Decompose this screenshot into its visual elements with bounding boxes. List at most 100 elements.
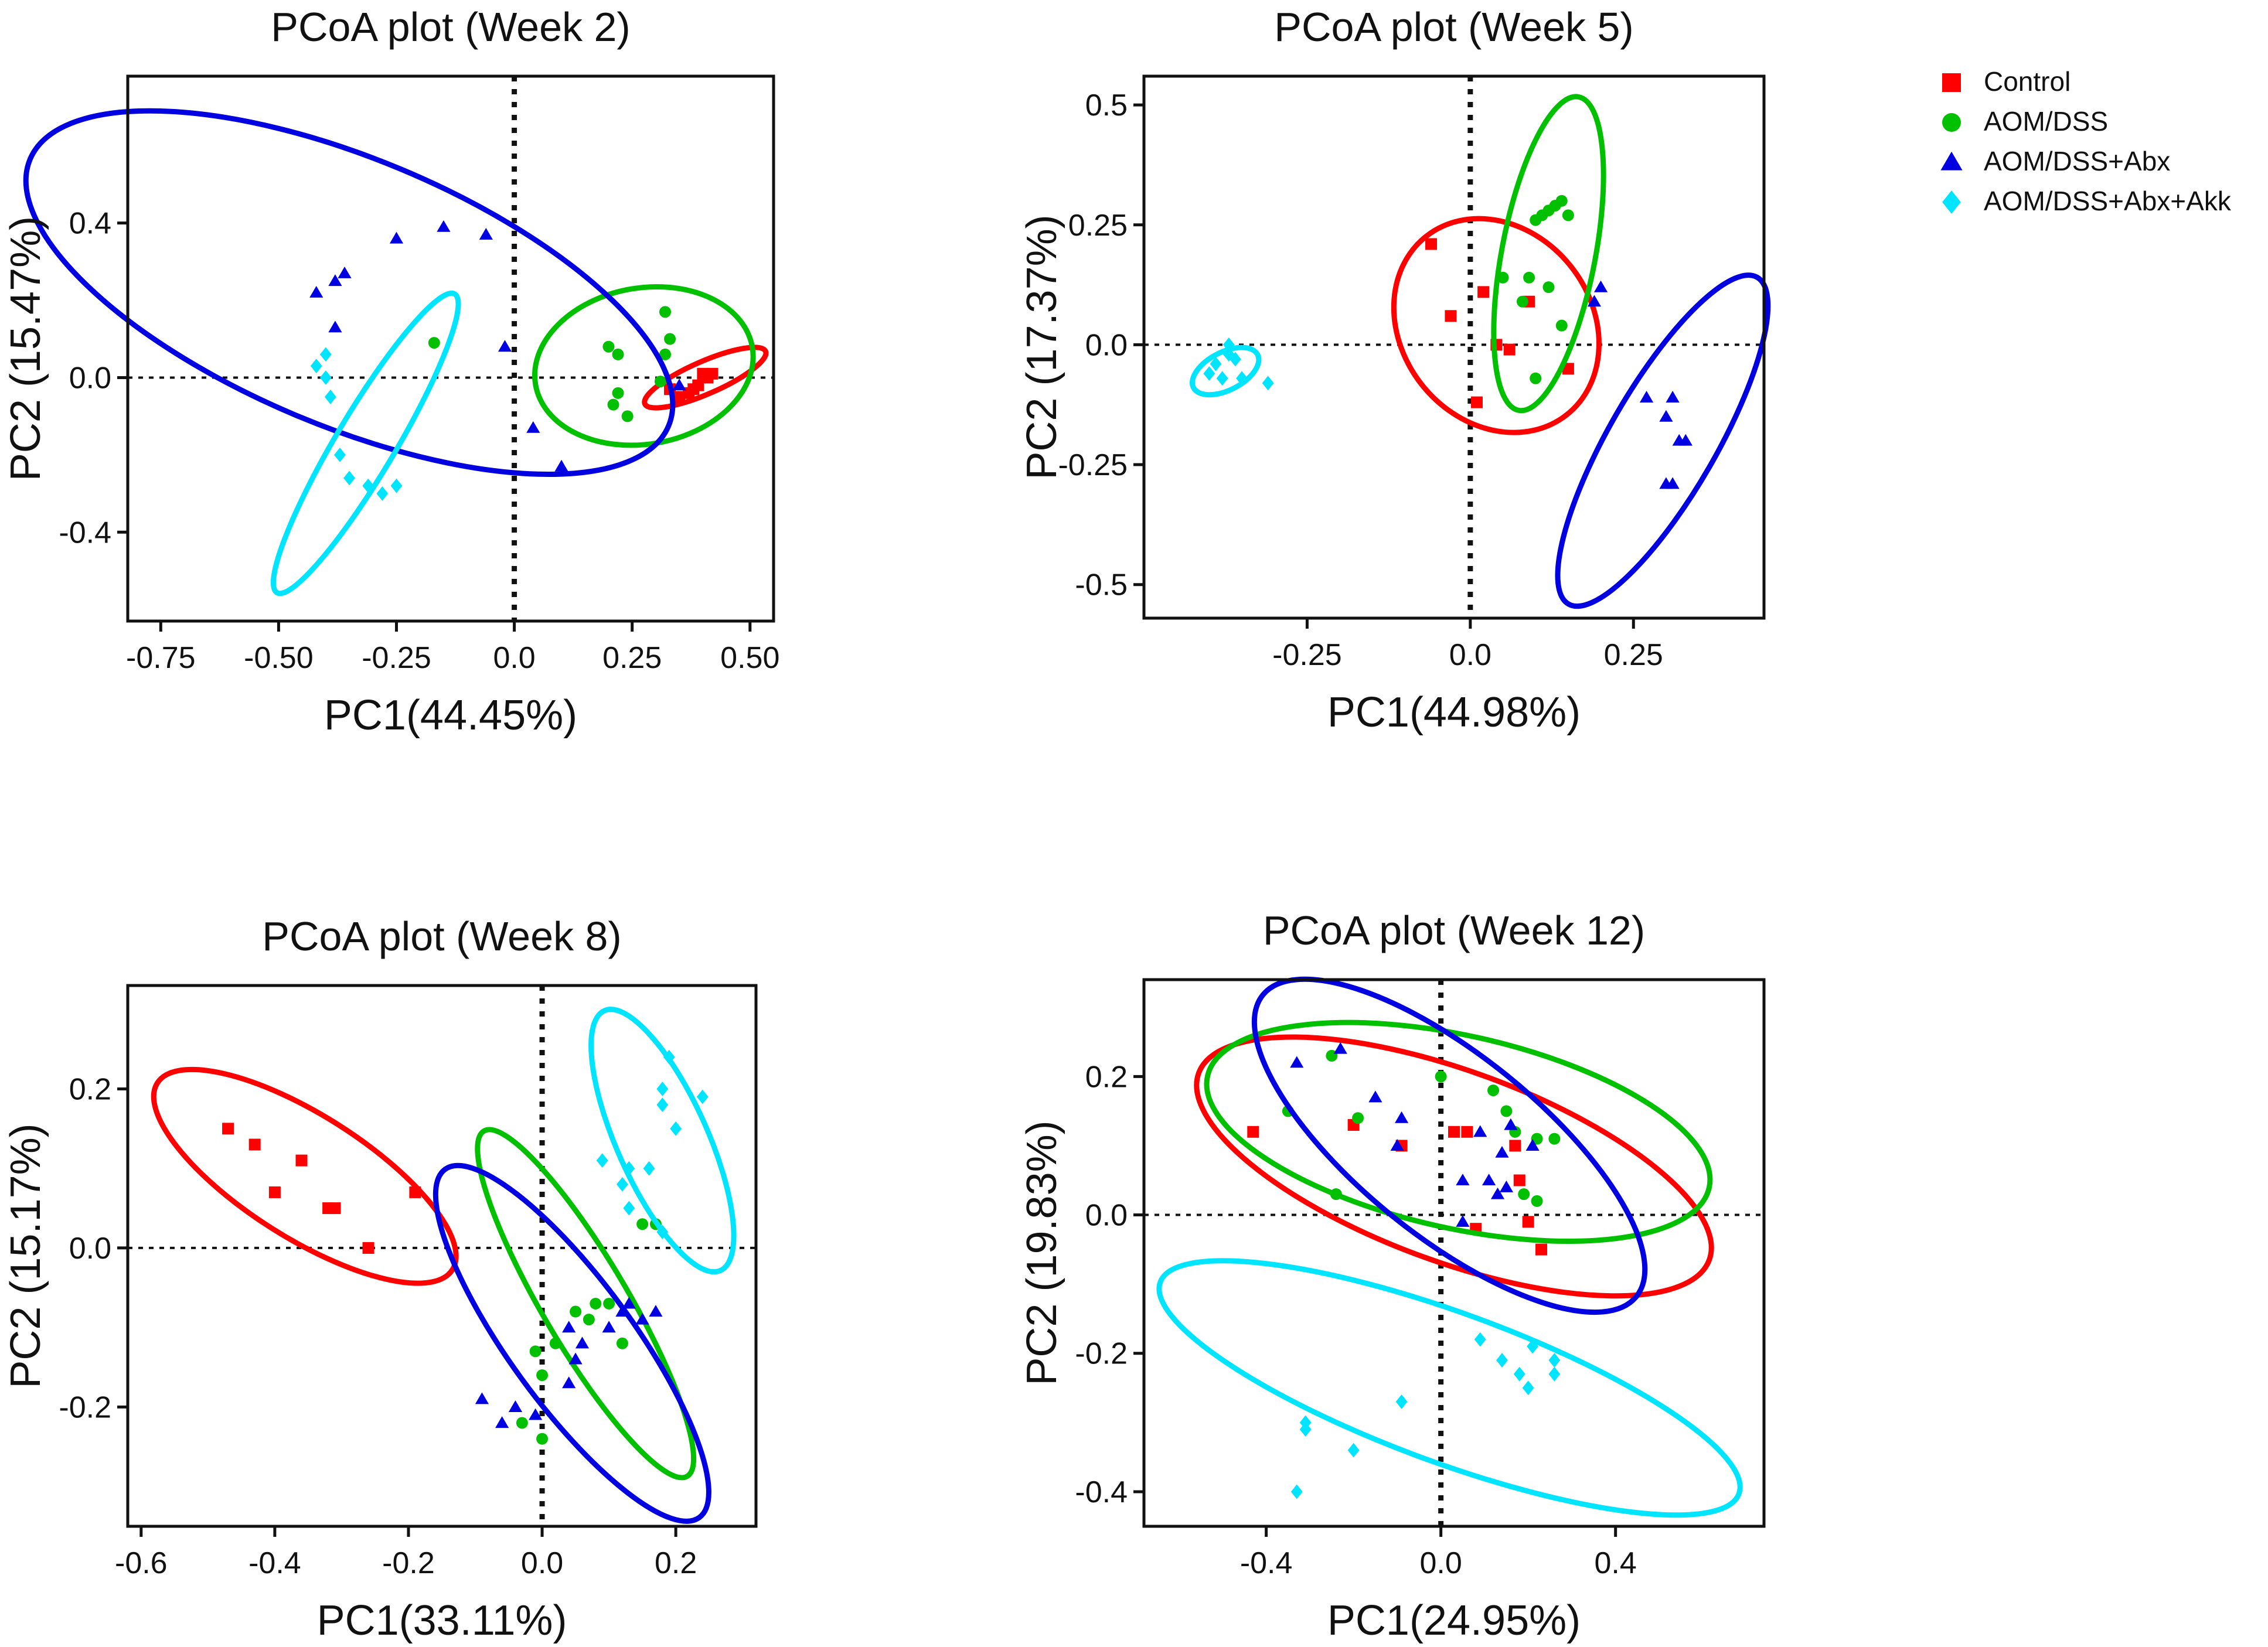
- legend: Control AOM/DSS AOM/DSS+Abx AOM/DSS+Abx+Akk: [1940, 66, 2232, 216]
- data-point: [602, 340, 615, 353]
- data-point: [649, 1305, 663, 1317]
- data-point: [1593, 280, 1608, 292]
- data-point: [656, 1225, 669, 1240]
- plot-frame: [1142, 74, 1766, 620]
- data-point: [1477, 286, 1490, 298]
- data-point: [362, 1242, 374, 1254]
- confidence-ellipse: [532, 284, 756, 448]
- data-point: [696, 1089, 709, 1104]
- data-point: [295, 1154, 308, 1167]
- x-tick-label: 0.50: [720, 641, 779, 675]
- data-point: [389, 231, 404, 244]
- data-point: [1456, 1174, 1470, 1186]
- data-point: [1542, 204, 1555, 217]
- data-point: [1299, 1422, 1312, 1437]
- y-tick-label: 0.0: [1085, 328, 1128, 362]
- legend-item: AOM/DSS: [1942, 106, 2108, 137]
- x-tick-label: -0.75: [126, 641, 196, 675]
- data-point: [623, 1201, 635, 1216]
- data-point: [1473, 1125, 1487, 1137]
- data-point: [635, 1312, 649, 1325]
- data-point: [309, 285, 323, 298]
- x-tick-label: -0.4: [1240, 1546, 1293, 1580]
- confidence-ellipse: [270, 290, 461, 596]
- confidence-ellipse: [1189, 345, 1262, 398]
- data-point: [1487, 1084, 1500, 1096]
- data-point: [409, 1186, 421, 1198]
- data-point: [1222, 337, 1235, 352]
- data-point: [1445, 310, 1457, 322]
- confidence-ellipse: [642, 345, 769, 411]
- y-tick-label: -0.2: [1075, 1337, 1128, 1371]
- data-point: [659, 348, 671, 360]
- data-point: [475, 1392, 489, 1404]
- data-point: [1531, 1195, 1543, 1207]
- pcoa-panel-2: PCoA plot (Week 5) -0.25 0.0 0.25 -0.5 -0.25 0…: [1019, 4, 1771, 736]
- confidence-ellipse: [475, 1127, 697, 1481]
- data-point: [670, 1121, 682, 1136]
- data-point: [222, 1123, 234, 1135]
- data-point: [1518, 1188, 1530, 1201]
- data-point: [526, 421, 540, 433]
- data-point: [575, 1336, 590, 1349]
- y-tick-label: 0.4: [69, 207, 111, 241]
- x-tick-label: -0.25: [1272, 638, 1342, 672]
- x-tick-label: -0.50: [244, 641, 314, 675]
- x-tick-label: 0.4: [1595, 1546, 1637, 1580]
- plot-frame: [126, 74, 775, 623]
- data-point: [1678, 434, 1693, 446]
- series-control: [1194, 1034, 1714, 1299]
- confidence-ellipse: [433, 1162, 711, 1524]
- data-point: [328, 320, 342, 333]
- data-point: [1229, 352, 1241, 367]
- legend-label: AOM/DSS: [1984, 106, 2108, 137]
- data-point: [656, 1097, 669, 1113]
- x-axis-label: PC1(44.45%): [324, 692, 577, 739]
- data-point: [248, 1138, 261, 1151]
- data-point: [1236, 371, 1248, 386]
- legend-item: Control: [1942, 66, 2071, 97]
- x-tick-label: -0.6: [115, 1546, 168, 1580]
- data-point: [529, 1408, 543, 1420]
- data-point: [656, 1082, 669, 1096]
- data-point: [376, 486, 389, 501]
- chart-title: PCoA plot (Week 2): [271, 4, 630, 50]
- chart-title: PCoA plot (Week 8): [262, 913, 621, 959]
- data-point: [437, 220, 451, 232]
- data-point: [508, 1400, 523, 1412]
- pcoa-panel-1: PCoA plot (Week 2) -0.75 -0.50 -0.25 0.0 0.25…: [2, 4, 779, 739]
- data-point: [1448, 1126, 1460, 1138]
- series-aom-dss: [475, 1127, 697, 1481]
- x-axis-label: PC1(44.98%): [1327, 689, 1581, 736]
- data-point: [428, 337, 440, 349]
- series-aom-dss-abx-akk: [1189, 337, 1274, 398]
- data-point: [1203, 366, 1215, 381]
- data-point: [562, 1321, 576, 1333]
- confidence-ellipse: [1251, 976, 1648, 1315]
- data-point: [687, 383, 700, 395]
- x-tick-label: -0.4: [248, 1546, 301, 1580]
- data-point: [1395, 1394, 1408, 1409]
- data-point: [654, 376, 666, 388]
- data-point: [1548, 1133, 1561, 1145]
- data-point: [1500, 1105, 1513, 1117]
- y-tick-label: -0.25: [1058, 448, 1128, 482]
- data-point: [338, 266, 352, 278]
- confidence-ellipse: [151, 1066, 459, 1286]
- data-point: [1330, 1188, 1342, 1201]
- data-point: [562, 1376, 576, 1389]
- data-point: [479, 228, 493, 240]
- data-point: [1474, 1332, 1486, 1347]
- data-point: [615, 1305, 629, 1317]
- x-tick-label: 0.2: [655, 1546, 697, 1580]
- y-axis-label: PC2 (17.37%): [1019, 214, 1065, 479]
- data-point: [602, 1321, 616, 1333]
- data-point: [583, 1314, 595, 1326]
- x-axis-label: PC1(24.95%): [1327, 1597, 1581, 1644]
- data-point: [1456, 1215, 1470, 1227]
- y-tick-label: -0.4: [1075, 1475, 1128, 1509]
- series-aom-dss: [1491, 94, 1606, 414]
- data-point: [1513, 1174, 1525, 1186]
- legend-marker: [1942, 113, 1961, 132]
- data-point: [1555, 195, 1568, 207]
